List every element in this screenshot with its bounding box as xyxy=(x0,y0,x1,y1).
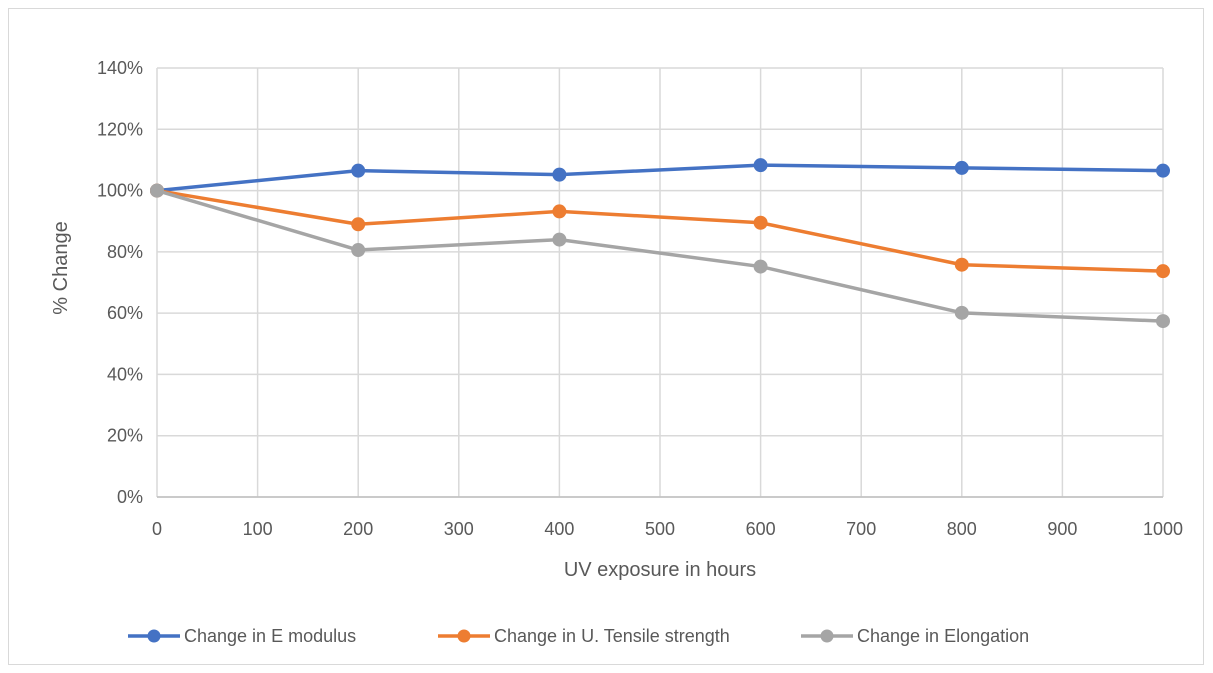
data-point xyxy=(552,204,567,219)
data-point xyxy=(954,160,969,175)
data-point xyxy=(954,257,969,272)
legend: Change in E modulus Change in U. Tensile … xyxy=(128,626,1029,646)
data-point xyxy=(351,217,366,232)
legend-item: Change in Elongation xyxy=(801,626,1029,646)
x-tick-label: 400 xyxy=(544,519,574,539)
legend-label: Change in Elongation xyxy=(857,626,1029,646)
x-tick-label: 300 xyxy=(444,519,474,539)
x-tick-label: 1000 xyxy=(1143,519,1183,539)
y-tick-label: 20% xyxy=(107,426,143,446)
legend-item: Change in E modulus xyxy=(128,626,356,646)
x-tick-label: 800 xyxy=(947,519,977,539)
x-tick-label: 100 xyxy=(243,519,273,539)
data-point xyxy=(753,215,768,230)
legend-label: Change in U. Tensile strength xyxy=(494,626,730,646)
x-tick-label: 200 xyxy=(343,519,373,539)
gridlines xyxy=(156,67,1164,498)
x-axis-title: UV exposure in hours xyxy=(564,559,756,581)
legend-marker xyxy=(457,629,471,643)
tick-labels: 0 100 200 300 400 500 600 700 800 900 1000 0% 20% 40%… xyxy=(97,58,1183,539)
y-tick-label: 120% xyxy=(97,119,143,139)
x-tick-label: 500 xyxy=(645,519,675,539)
y-tick-label: 0% xyxy=(117,487,143,507)
data-point xyxy=(150,183,164,198)
series-3 xyxy=(150,183,1170,329)
data-point xyxy=(552,167,567,182)
y-tick-label: 80% xyxy=(107,242,143,262)
data-point xyxy=(552,232,567,247)
data-point xyxy=(1156,264,1170,279)
data-point xyxy=(954,305,969,320)
legend-marker xyxy=(147,629,161,643)
x-tick-label: 0 xyxy=(152,519,162,539)
y-tick-label: 100% xyxy=(97,181,143,201)
x-tick-label: 600 xyxy=(746,519,776,539)
data-point xyxy=(753,259,768,274)
data-point xyxy=(351,243,366,258)
data-point xyxy=(753,158,768,173)
data-point xyxy=(1156,314,1170,329)
series-line xyxy=(155,188,1165,273)
legend-label: Change in E modulus xyxy=(184,626,356,646)
x-tick-label: 700 xyxy=(846,519,876,539)
data-point xyxy=(1156,163,1170,178)
series-line xyxy=(155,163,1165,193)
data-series xyxy=(150,158,1170,329)
y-tick-label: 60% xyxy=(107,303,143,323)
chart-frame xyxy=(8,8,1204,665)
y-tick-label: 40% xyxy=(107,364,143,384)
y-axis-title: % Change xyxy=(50,221,72,314)
legend-item: Change in U. Tensile strength xyxy=(438,626,730,646)
data-point xyxy=(351,163,366,178)
legend-marker xyxy=(820,629,834,643)
x-tick-label: 900 xyxy=(1047,519,1077,539)
series-line xyxy=(155,188,1165,323)
y-tick-label: 140% xyxy=(97,58,143,78)
